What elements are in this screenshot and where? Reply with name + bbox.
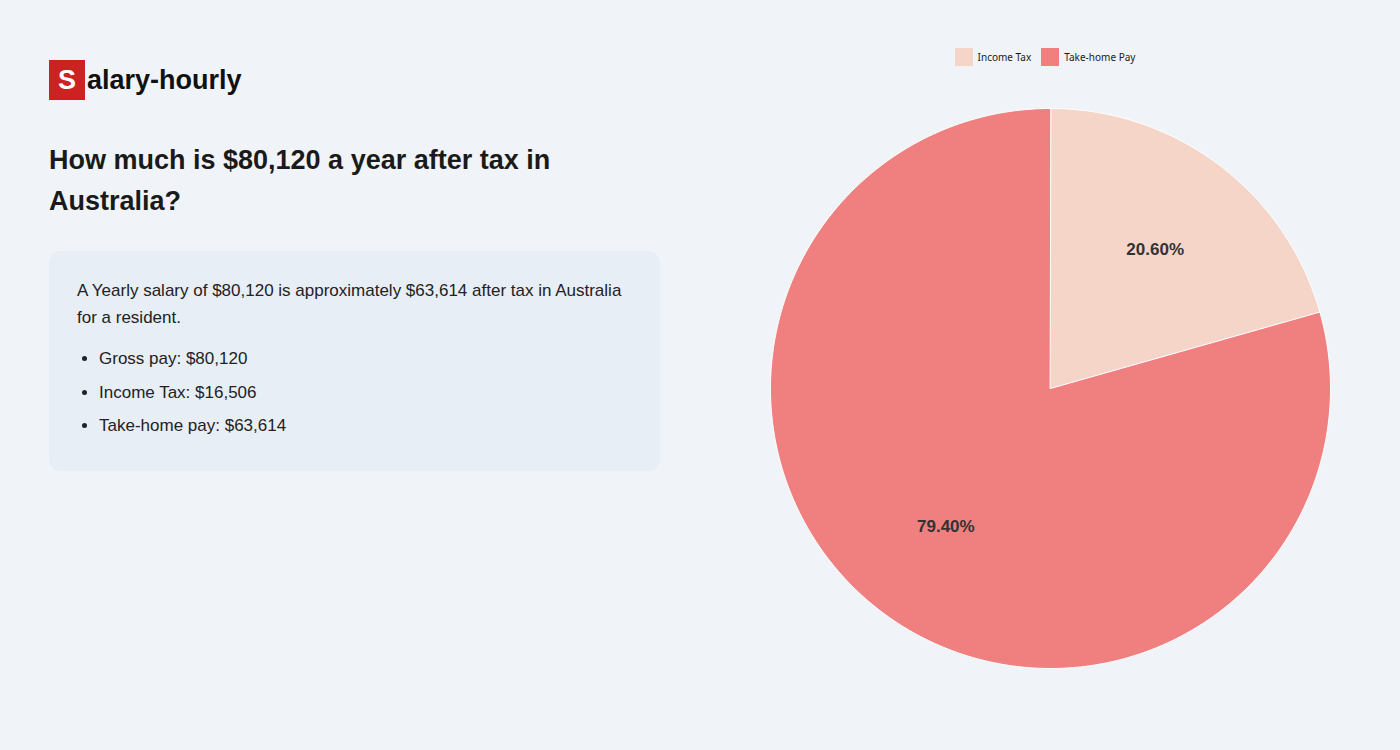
- svg-text:20.60%: 20.60%: [1126, 240, 1184, 259]
- html-text:Gross pay: $80,120: Gross pay: $80,120: [99, 349, 248, 369]
- svg-text:79.40%: 79.40%: [917, 517, 975, 536]
- html-text:alary-hourly: alary-hourly: [87, 64, 242, 95]
- html-text:S: S: [58, 64, 76, 95]
- html-text:How much is $80,120 a year aft: How much is $80,120 a year after tax in …: [49, 145, 551, 216]
- html-text:Take-home Pay: Take-home Pay: [1064, 49, 1136, 64]
- html-text:A Yearly salary of $80,120 is: A Yearly salary of $80,120 is approximat…: [77, 281, 622, 328]
- html-text:Income Tax: $16,506: Income Tax: $16,506: [99, 382, 257, 402]
- html-text:Take-home pay: $63,614: Take-home pay: $63,614: [99, 415, 287, 435]
- html-text:Income Tax: Income Tax: [977, 49, 1032, 64]
